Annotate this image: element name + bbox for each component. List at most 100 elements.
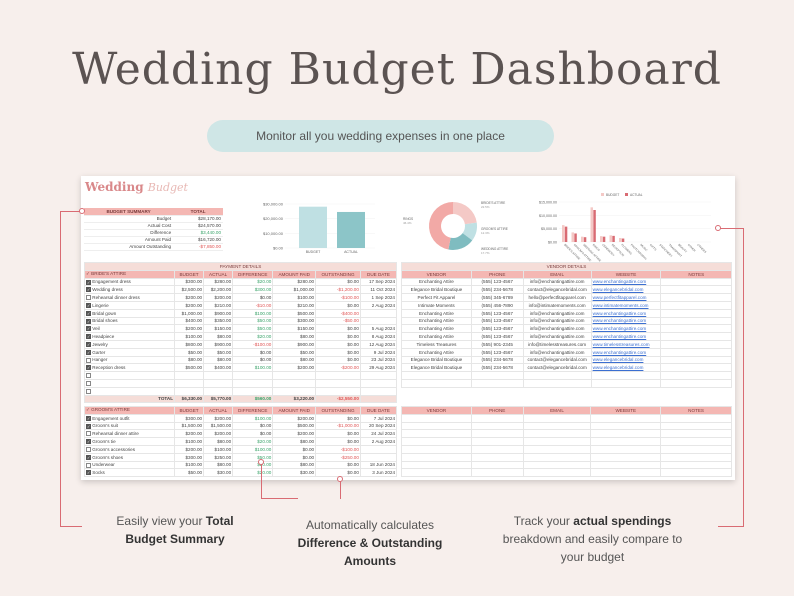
cell-d[interactable]: $0.00 xyxy=(232,421,274,431)
empty-cell[interactable] xyxy=(470,378,524,388)
cell-a[interactable] xyxy=(203,386,234,396)
cell-d[interactable]: $20.00 xyxy=(232,437,274,446)
summary-value[interactable]: $3,440.00 xyxy=(173,229,223,237)
cell-o[interactable]: $0.00 xyxy=(315,429,361,439)
cell-due[interactable]: 20 Sep 2024 xyxy=(359,421,398,431)
cell-p[interactable]: $50.00 xyxy=(272,347,317,357)
cell-due[interactable] xyxy=(359,371,398,380)
cell-o[interactable]: -$400.00 xyxy=(315,308,361,318)
cell-b[interactable]: $200.00 xyxy=(173,324,205,334)
cell-due[interactable]: 8 Aug 2024 xyxy=(359,332,398,341)
cell-o[interactable]: -$50.00 xyxy=(315,316,361,326)
empty-cell[interactable] xyxy=(522,429,592,439)
cell-o[interactable]: -$1,200.00 xyxy=(315,285,361,295)
empty-cell[interactable] xyxy=(470,413,524,423)
empty-cell[interactable] xyxy=(522,444,592,454)
cell-a[interactable]: $100.00 xyxy=(203,444,234,454)
cell-p[interactable]: $200.00 xyxy=(272,363,317,373)
cell-a[interactable]: $200.00 xyxy=(203,293,234,302)
cell-a[interactable]: $80.00 xyxy=(203,332,234,341)
cell-o[interactable]: -$1,000.00 xyxy=(315,421,361,431)
cell-a[interactable]: $200.00 xyxy=(203,413,234,423)
cell-d[interactable]: $0.00 xyxy=(232,347,274,357)
empty-cell[interactable] xyxy=(470,452,524,462)
checked-checkbox[interactable]: ✓ xyxy=(86,349,91,355)
cell-p[interactable]: $80.00 xyxy=(272,355,317,365)
vendor-website-link[interactable]: www.enchantingattire.com xyxy=(590,324,662,334)
cell-due[interactable]: 24 Jul 2024 xyxy=(359,429,398,439)
cell-o[interactable]: $0.00 xyxy=(315,324,361,334)
cell-due[interactable] xyxy=(359,386,398,396)
cell-due[interactable]: 17 Sep 2024 xyxy=(359,277,398,287)
cell-p[interactable] xyxy=(272,378,317,388)
cell-o[interactable]: $0.00 xyxy=(315,300,361,310)
cell-a[interactable]: $250.00 xyxy=(203,452,234,462)
cell-a[interactable]: $400.00 xyxy=(203,363,234,373)
cell-a[interactable]: $900.00 xyxy=(203,339,234,349)
empty-cell[interactable] xyxy=(401,437,472,446)
checked-checkbox[interactable]: ✓ xyxy=(86,326,91,332)
cell-a[interactable]: $350.00 xyxy=(203,316,234,326)
cell-a[interactable] xyxy=(203,378,234,388)
cell-p[interactable]: $280.00 xyxy=(272,277,317,287)
cell-due[interactable]: 2 Aug 2024 xyxy=(359,437,398,446)
cell-d[interactable]: $20.00 xyxy=(232,277,274,287)
empty-cell[interactable] xyxy=(590,437,662,446)
unchecked-checkbox[interactable] xyxy=(86,295,91,301)
empty-cell[interactable] xyxy=(401,421,472,431)
cell-o[interactable] xyxy=(315,378,361,388)
cell-due[interactable]: 2 Aug 2024 xyxy=(359,300,398,310)
checked-checkbox[interactable]: ✓ xyxy=(86,470,91,476)
unchecked-checkbox[interactable] xyxy=(86,388,91,394)
cell-a[interactable]: $900.00 xyxy=(203,308,234,318)
unchecked-checkbox[interactable] xyxy=(86,380,91,386)
empty-cell[interactable] xyxy=(590,468,662,478)
cell-due[interactable] xyxy=(359,316,398,326)
checked-checkbox[interactable]: ✓ xyxy=(86,334,91,340)
cell-b[interactable] xyxy=(173,378,205,388)
cell-due[interactable]: 9 Jul 2024 xyxy=(359,347,398,357)
cell-d[interactable] xyxy=(232,371,274,380)
empty-cell[interactable] xyxy=(522,421,592,431)
cell-due[interactable] xyxy=(359,308,398,318)
cell-o[interactable]: $0.00 xyxy=(315,460,361,470)
empty-cell[interactable] xyxy=(590,452,662,462)
cell-a[interactable]: $210.00 xyxy=(203,300,234,310)
empty-cell[interactable] xyxy=(522,371,592,380)
cell-due[interactable]: 1 Sep 2024 xyxy=(359,293,398,302)
vendor-website-link[interactable]: www.elegancebridal.com xyxy=(590,355,662,365)
empty-cell[interactable] xyxy=(401,413,472,423)
cell-p[interactable]: $900.00 xyxy=(272,339,317,349)
cell-b[interactable]: $200.00 xyxy=(173,293,205,302)
cell-d[interactable]: -$10.00 xyxy=(232,300,274,310)
cell-due[interactable]: 29 Aug 2024 xyxy=(359,363,398,373)
vendor-website-link[interactable]: www.elegancebridal.com xyxy=(590,363,662,373)
cell-o[interactable]: $0.00 xyxy=(315,437,361,446)
empty-cell[interactable] xyxy=(590,444,662,454)
cell-d[interactable]: $50.00 xyxy=(232,452,274,462)
empty-cell[interactable] xyxy=(590,413,662,423)
cell-o[interactable] xyxy=(315,386,361,396)
cell-b[interactable]: $1,000.00 xyxy=(173,308,205,318)
empty-cell[interactable] xyxy=(470,421,524,431)
cell-p[interactable]: $1,000.00 xyxy=(272,285,317,295)
cell-o[interactable] xyxy=(315,371,361,380)
empty-cell[interactable] xyxy=(522,437,592,446)
summary-value[interactable]: $28,170.00 xyxy=(173,215,223,223)
cell-b[interactable]: $1,500.00 xyxy=(173,421,205,431)
cell-due[interactable]: 11 Oct 2024 xyxy=(359,285,398,295)
empty-cell[interactable] xyxy=(401,468,472,478)
empty-cell[interactable] xyxy=(590,460,662,470)
cell-d[interactable]: $0.00 xyxy=(232,293,274,302)
checked-checkbox[interactable]: ✓ xyxy=(86,439,91,445)
cell-b[interactable]: $400.00 xyxy=(173,316,205,326)
vendor-website-link[interactable]: www.perfectfitapparel.com xyxy=(590,293,662,302)
cell-d[interactable]: $20.00 xyxy=(232,332,274,341)
cell-d[interactable]: $100.00 xyxy=(232,308,274,318)
cell-b[interactable]: $80.00 xyxy=(173,355,205,365)
cell-a[interactable]: $280.00 xyxy=(203,277,234,287)
cell-due[interactable] xyxy=(359,378,398,388)
cell-b[interactable]: $100.00 xyxy=(173,437,205,446)
cell-b[interactable]: $300.00 xyxy=(173,413,205,423)
cell-p[interactable]: $150.00 xyxy=(272,324,317,334)
